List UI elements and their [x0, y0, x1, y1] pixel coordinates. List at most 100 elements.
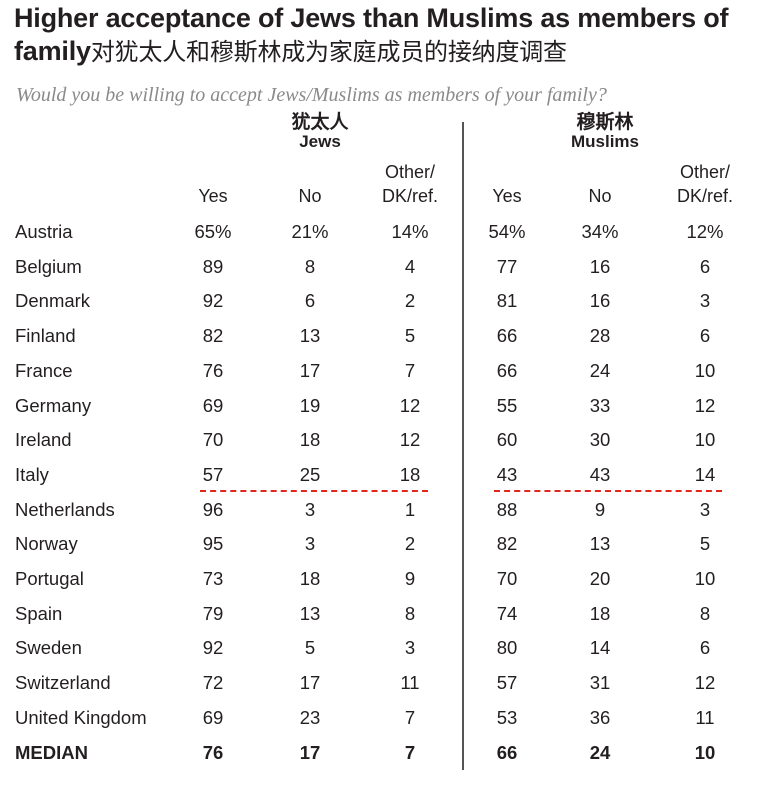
- jews-yes-cell: 72: [202, 672, 224, 694]
- country-label: France: [15, 359, 73, 381]
- group-label-en: Jews: [299, 132, 341, 151]
- table-row: Denmark 92 6 2 81 16 3: [0, 284, 760, 318]
- column-header-line: DK/ref.: [676, 186, 733, 206]
- muslims-no-cell: 16: [589, 255, 611, 277]
- title-english: Higher acceptance of Jews than Muslims a…: [14, 3, 729, 66]
- jews-other-cell: 11: [400, 672, 420, 694]
- jews-other-cell: 2: [404, 533, 416, 555]
- column-header-line: DK/ref.: [381, 186, 438, 206]
- table-row: Belgium 89 8 4 77 16 6: [0, 250, 760, 284]
- jews-no-cell: 6: [304, 290, 316, 312]
- muslims-no-cell: 30: [589, 429, 611, 451]
- jews-no-cell: 5: [304, 637, 316, 659]
- country-label: United Kingdom: [15, 706, 147, 728]
- country-label: Ireland: [15, 429, 72, 451]
- column-header-no: No: [298, 186, 322, 206]
- muslims-other-cell: 12: [694, 394, 716, 416]
- muslims-other-cell: 14: [694, 463, 716, 485]
- title-chinese: 对犹太人和穆斯林成为家庭成员的接纳度调查: [90, 38, 567, 66]
- jews-yes-cell: 89: [202, 255, 224, 277]
- muslims-yes-cell: 80: [496, 637, 518, 659]
- jews-no-cell: 17: [299, 741, 321, 763]
- jews-no-cell: 17: [299, 359, 321, 381]
- muslims-yes-cell: 82: [496, 533, 518, 555]
- table-row: Germany 69 19 12 55 33 12: [0, 389, 760, 423]
- column-header-yes: Yes: [492, 186, 522, 206]
- jews-other-cell: 12: [399, 394, 421, 416]
- muslims-other-cell: 12%: [686, 221, 724, 242]
- jews-yes-cell: 57: [202, 463, 224, 485]
- muslims-yes-cell: 54%: [488, 221, 526, 242]
- table-row: Switzerland 72 17 11 57 31 12: [0, 666, 760, 700]
- muslims-no-cell: 14: [589, 637, 611, 659]
- column-header-line: Other/: [679, 162, 731, 182]
- column-header-no: No: [588, 186, 612, 206]
- table-row: Ireland 70 18 12 60 30 10: [0, 423, 760, 457]
- jews-other-cell: 8: [404, 602, 416, 624]
- muslims-yes-cell: 74: [496, 602, 518, 624]
- country-label: Portugal: [15, 568, 84, 589]
- jews-no-cell: 21%: [291, 221, 329, 242]
- table-row: Italy 57 25 18 43 43 14: [0, 458, 760, 492]
- country-label: Norway: [15, 533, 78, 555]
- muslims-no-cell: 28: [589, 325, 611, 347]
- median-row: MEDIAN 76 17 7 66 24 10: [0, 736, 760, 770]
- country-label: Netherlands: [15, 498, 115, 520]
- muslims-other-cell: 6: [699, 637, 711, 659]
- jews-other-cell: 2: [404, 290, 416, 312]
- jews-no-cell: 19: [299, 394, 321, 416]
- jews-no-cell: 13: [299, 602, 321, 624]
- jews-yes-cell: 95: [202, 533, 224, 555]
- column-header-other: Other/DK/ref.: [660, 160, 750, 208]
- jews-other-cell: 4: [404, 255, 416, 277]
- country-label: Denmark: [15, 290, 91, 312]
- table-row: United Kingdom 69 23 7 53 36 11: [0, 701, 760, 735]
- country-label: Switzerland: [15, 672, 111, 694]
- jews-yes-cell: 96: [202, 498, 224, 520]
- table-row: Norway 95 3 2 82 13 5: [0, 527, 760, 561]
- muslims-yes-cell: 70: [496, 568, 518, 589]
- column-header-other: Other/DK/ref.: [365, 160, 455, 208]
- jews-yes-cell: 70: [202, 429, 224, 451]
- jews-other-cell: 7: [404, 706, 416, 728]
- muslims-other-cell: 6: [699, 325, 711, 347]
- jews-no-cell: 8: [304, 255, 316, 277]
- muslims-yes-cell: 43: [496, 463, 518, 485]
- highlight-underline-muslims: [494, 489, 722, 492]
- muslims-other-cell: 10: [694, 568, 716, 589]
- jews-other-cell: 7: [404, 359, 416, 381]
- table-row: Austria 65% 21% 14% 54% 34% 12%: [0, 215, 760, 249]
- jews-other-cell: 14%: [391, 221, 429, 242]
- muslims-other-cell: 3: [699, 290, 711, 312]
- jews-no-cell: 3: [304, 498, 316, 520]
- table-row: Sweden 92 5 3 80 14 6: [0, 631, 760, 665]
- muslims-no-cell: 16: [589, 290, 611, 312]
- table-row: France 76 17 7 66 24 10: [0, 354, 760, 388]
- table-row: Spain 79 13 8 74 18 8: [0, 597, 760, 631]
- table-row: Portugal 73 18 9 70 20 10: [0, 562, 760, 596]
- country-label: Belgium: [15, 255, 82, 277]
- country-label: MEDIAN: [15, 741, 88, 763]
- jews-no-cell: 25: [299, 463, 321, 485]
- group-divider: [462, 122, 464, 770]
- muslims-no-cell: 20: [589, 568, 611, 589]
- column-header-yes: Yes: [198, 186, 228, 206]
- muslims-no-cell: 24: [589, 741, 611, 763]
- group-header-muslims: 穆斯林 Muslims: [545, 112, 665, 152]
- muslims-yes-cell: 81: [496, 290, 518, 312]
- muslims-no-cell: 13: [589, 533, 611, 555]
- muslims-no-cell: 18: [589, 602, 611, 624]
- country-label: Italy: [15, 463, 49, 485]
- jews-yes-cell: 79: [202, 602, 224, 624]
- table-row: Finland 82 13 5 66 28 6: [0, 319, 760, 353]
- group-label-cn: 犹太人: [291, 111, 349, 133]
- country-label: Spain: [15, 602, 63, 624]
- muslims-yes-cell: 57: [496, 672, 518, 694]
- muslims-no-cell: 9: [594, 498, 606, 520]
- jews-yes-cell: 92: [202, 290, 224, 312]
- muslims-other-cell: 11: [695, 706, 715, 728]
- jews-yes-cell: 82: [202, 325, 224, 347]
- muslims-no-cell: 36: [589, 706, 611, 728]
- jews-other-cell: 3: [404, 637, 416, 659]
- column-header-line: Other/: [384, 162, 436, 182]
